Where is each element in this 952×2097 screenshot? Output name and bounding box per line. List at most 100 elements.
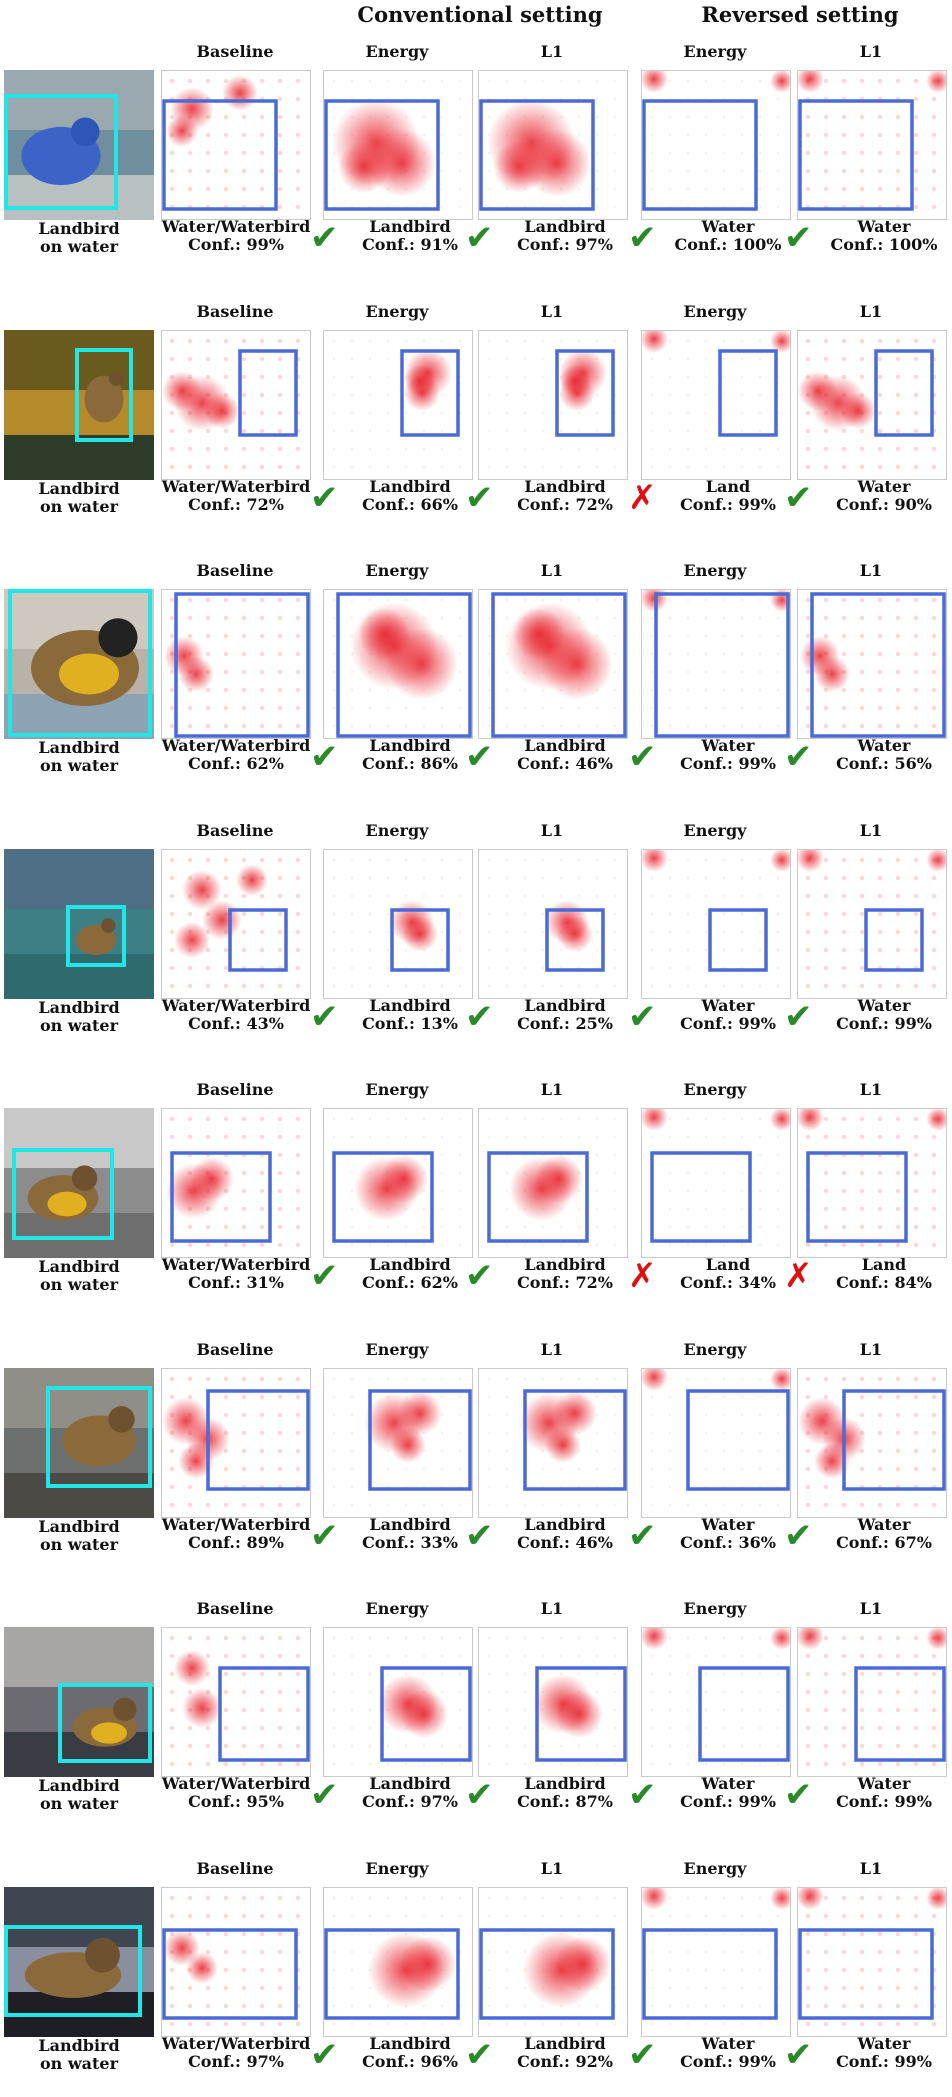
column-header: Energy: [683, 1080, 747, 1099]
figure-row: Baseline Energy L1 Energy L1 Landbird on water…: [0, 300, 952, 540]
heat-dot: [722, 1189, 726, 1193]
heat-dot: [776, 652, 780, 656]
heat-dot: [505, 1485, 509, 1488]
column-header: Baseline: [196, 301, 274, 321]
heat-dot: [805, 1376, 811, 1381]
heat-dot: [487, 187, 491, 191]
heat-dot: [686, 670, 690, 674]
check-mark-icon: ✔: [310, 1256, 339, 1296]
heat-dot: [595, 858, 599, 861]
heat-dot: [223, 633, 229, 639]
heat-dot: [169, 446, 175, 451]
heat-spot: [513, 608, 565, 660]
heat-dot: [841, 633, 847, 639]
heat-dot: [350, 724, 354, 728]
heat-dot: [805, 2003, 811, 2008]
heat-dot: [440, 1153, 444, 1157]
heat-dot: [805, 1913, 811, 1918]
heat-dot: [422, 465, 426, 468]
heat-dot: [577, 1744, 581, 1748]
heat-dot: [668, 1744, 672, 1748]
heat-dot: [169, 1895, 175, 1900]
heat-dot: [595, 447, 599, 450]
heat-dot: [223, 875, 229, 880]
heat-dot: [241, 1448, 247, 1453]
heat-dot: [704, 187, 708, 191]
heat-dot: [595, 1654, 599, 1658]
heat-dot: [541, 1467, 545, 1470]
heat-dot: [505, 1135, 509, 1139]
heat-dot: [668, 652, 672, 656]
heat-dot: [223, 651, 229, 657]
heat-dot: [776, 1762, 780, 1766]
heat-dot: [458, 948, 462, 951]
attention-map: [323, 329, 473, 480]
heat-dot: [295, 204, 301, 210]
heat-dot: [895, 1707, 901, 1713]
heat-dot: [169, 911, 175, 916]
heat-dot: [841, 1224, 847, 1230]
heat-dot: [422, 984, 426, 987]
heat-dot: [740, 1189, 744, 1193]
heat-dot: [422, 1762, 426, 1766]
photo-background: [4, 1108, 154, 1168]
heat-dot: [805, 983, 811, 988]
heat-dot: [577, 133, 581, 137]
heat-dot: [740, 616, 744, 620]
heat-dot: [368, 1708, 372, 1712]
heat-dot: [259, 1430, 265, 1435]
heat-dot: [650, 1762, 654, 1766]
prediction-caption: ✔ Landbird Conf.: 97%: [465, 218, 633, 259]
heat-dot: [458, 1672, 462, 1676]
heat-dot: [368, 79, 372, 83]
heat-dot: [259, 1116, 265, 1122]
heat-dot: [259, 356, 265, 361]
heat-dot: [595, 876, 599, 879]
heat-dot: [823, 929, 829, 934]
heat-dot: [740, 1135, 744, 1139]
heat-dot: [487, 447, 491, 450]
heat-dot: [422, 1467, 426, 1470]
check-mark-icon: ✔: [628, 737, 657, 777]
heat-dot: [205, 2021, 211, 2026]
heat-dot: [259, 114, 265, 120]
heat-dot: [505, 1467, 509, 1470]
heat-dot: [776, 97, 780, 101]
heat-dot: [668, 1636, 672, 1640]
heat-dot: [895, 2003, 901, 2008]
heat-dot: [895, 1502, 901, 1507]
heat-dot: [487, 1762, 491, 1766]
heat-dot: [458, 2022, 462, 2025]
heat-dot: [277, 1895, 283, 1900]
heat-dot: [877, 78, 883, 84]
heat-dot: [931, 1707, 937, 1713]
heat-dot: [823, 78, 829, 84]
heat-dot: [422, 876, 426, 879]
heat-dot: [458, 1225, 462, 1229]
heat-dot: [841, 651, 847, 657]
heat-dot: [650, 1395, 654, 1398]
heat-dot: [740, 948, 744, 951]
heat-dot: [487, 1726, 491, 1730]
heat-dot: [686, 339, 690, 342]
heat-dot: [650, 652, 654, 656]
heat-dot: [368, 1117, 372, 1121]
heat-dot: [350, 1654, 354, 1658]
heat-dot: [595, 1449, 599, 1452]
heat-dot: [295, 114, 301, 120]
heat-dot: [650, 634, 654, 638]
heat-dot: [841, 911, 847, 916]
heat-dot: [205, 1635, 211, 1641]
heat-dot: [722, 1636, 726, 1640]
heat-dot: [722, 1672, 726, 1676]
heat-dot: [422, 2004, 426, 2007]
heat-dot: [223, 464, 229, 469]
heat-dot: [859, 1931, 865, 1936]
heat-spot: [642, 330, 668, 353]
heat-dot: [458, 598, 462, 602]
heat-dot: [668, 670, 672, 674]
heat-dot: [187, 1376, 193, 1381]
heat-dot: [913, 1653, 919, 1659]
heat-dot: [169, 1376, 175, 1381]
heat-spot: [798, 71, 824, 93]
